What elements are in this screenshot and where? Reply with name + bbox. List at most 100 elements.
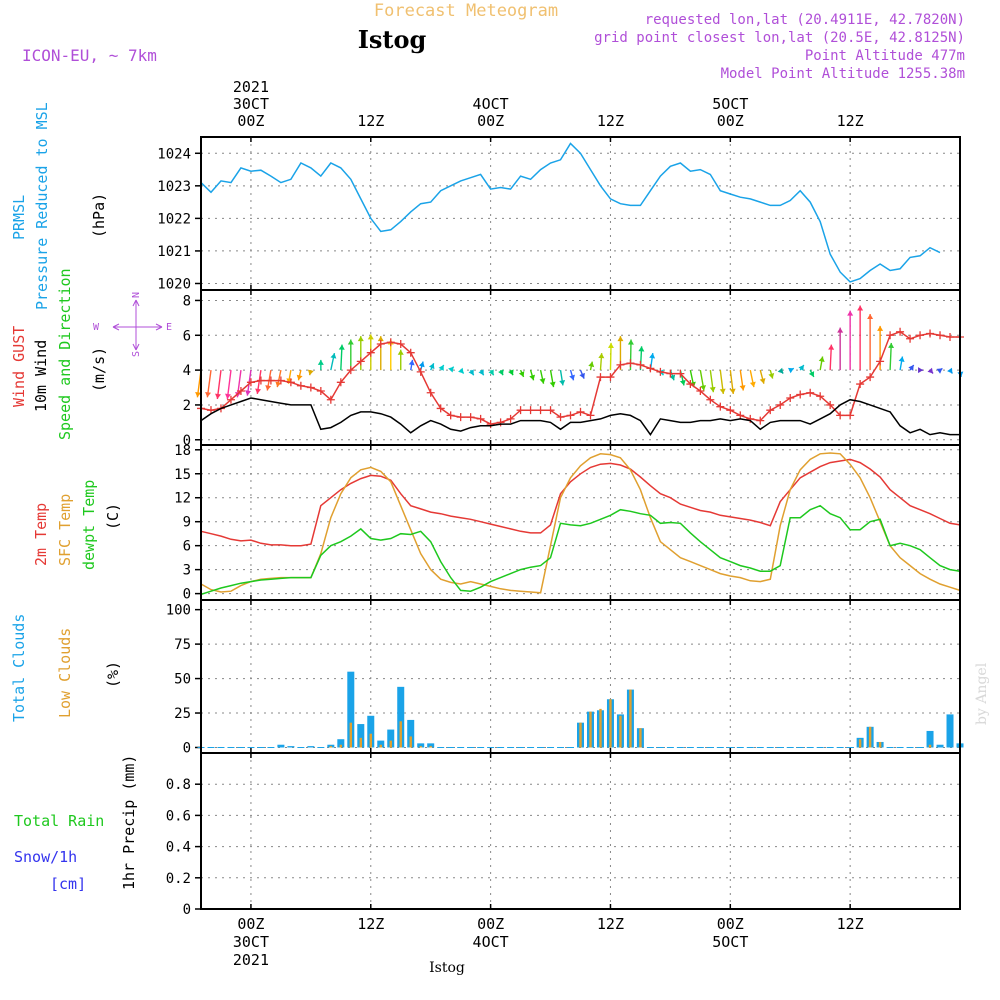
app-title: Forecast Meteogram <box>374 1 558 21</box>
clouds-unit: (%) <box>104 661 122 688</box>
temperature-panel: 0 3 6 9 12 15 18 <box>174 443 961 603</box>
compass-e: E <box>166 322 172 333</box>
gridpoint-coords: grid point closest lon,lat (20.5E, 42.81… <box>594 30 965 46</box>
gust-point <box>526 406 535 415</box>
gust-point <box>936 331 945 340</box>
total-cloud-bar <box>427 743 435 748</box>
gust-point <box>706 395 715 404</box>
gust-point <box>476 414 485 423</box>
panel-frame <box>200 444 961 601</box>
gust-point <box>796 390 805 399</box>
y-tick-label: 8 <box>183 293 191 309</box>
gust-point <box>946 333 955 342</box>
top-time-label: 5OCT <box>712 95 748 113</box>
low-clouds-label: Low Clouds <box>56 628 74 718</box>
wind-arrow <box>569 369 575 381</box>
gust-point <box>396 339 405 348</box>
model-label: ICON-EU, ~ 7km <box>22 46 157 65</box>
wind-arrow <box>867 314 874 371</box>
top-time-label: 00Z <box>237 112 264 130</box>
y-tick-label: 0 <box>183 587 191 603</box>
gust-point <box>626 359 635 368</box>
y-tick-label: 0 <box>183 433 191 449</box>
wind-arrow <box>898 356 905 371</box>
clouds-panel: 0 25 50 75 100 <box>166 599 964 756</box>
temp-2m-label: 2m Temp <box>32 503 50 566</box>
low-cloud-bar <box>858 739 862 748</box>
gust-point <box>656 367 665 376</box>
gust-point <box>376 339 385 348</box>
wind-arrow <box>699 369 707 391</box>
gust-point <box>356 357 365 366</box>
low-cloud-bar <box>379 744 382 748</box>
y-tick-label: 25 <box>174 706 191 722</box>
bottom-time-label: 00Z <box>237 915 264 933</box>
wind-speed-dir-label: Speed and Direction <box>56 268 74 440</box>
wind-arrow <box>759 369 766 384</box>
wind-arrow <box>518 369 525 378</box>
wind-arrow <box>338 344 345 371</box>
wind-arrow <box>307 369 314 376</box>
low-cloud-bar <box>409 736 412 748</box>
y-tick-label: 12 <box>174 491 191 507</box>
gust-point <box>756 416 765 425</box>
total-cloud-bar <box>397 686 405 748</box>
bottom-time-label: 12Z <box>357 915 384 933</box>
y-tick-label: 3 <box>183 563 191 579</box>
wind-arrow <box>448 366 455 373</box>
wind-arrow <box>837 327 844 371</box>
total-cloud-bar <box>367 715 375 748</box>
temp-unit: (C) <box>104 503 122 530</box>
bottom-time-label: 00Z <box>717 915 744 933</box>
requested-coords: requested lon,lat (20.4911E, 42.7820N) <box>645 12 965 28</box>
bottom-time-label: 30CT <box>233 933 269 951</box>
wind-arrow <box>768 369 775 379</box>
location-title: Istog <box>358 25 427 54</box>
gust-point <box>516 406 525 415</box>
gust-point <box>766 406 775 415</box>
gust-point <box>586 411 595 420</box>
series-line-10m-wind <box>200 397 960 436</box>
gust-point <box>426 388 435 397</box>
series-line-sfc-temp <box>200 452 961 594</box>
wind-arrow <box>296 369 303 381</box>
wind-arrow <box>498 369 504 376</box>
bottom-time-label: 5OCT <box>712 933 748 951</box>
point-altitude: Point Altitude 477m <box>805 48 965 64</box>
y-tick-label: 100 <box>166 603 191 619</box>
y-tick-label: 18 <box>174 443 191 459</box>
gust-point <box>446 411 455 420</box>
snow-unit-label: [cm] <box>50 875 86 893</box>
wind-arrow <box>749 369 756 388</box>
precip-panel: 0 0.2 0.4 0.6 0.8 <box>166 752 961 918</box>
total-cloud-bar <box>307 746 315 748</box>
top-time-label: 12Z <box>837 112 864 130</box>
series-line-dewpt-temp <box>200 504 961 596</box>
wind-10m-label: 10m Wind <box>32 340 50 412</box>
low-cloud-bar <box>639 728 642 748</box>
series-line-prmsl <box>200 142 941 283</box>
gust-point <box>896 327 905 336</box>
gust-point <box>236 387 245 396</box>
wind-panel: 0 2 4 6 8 <box>183 289 964 449</box>
gust-point <box>566 411 575 420</box>
wind-arrow <box>607 342 614 371</box>
bottom-time-label: 00Z <box>477 915 504 933</box>
gust-point <box>866 373 875 382</box>
gust-point <box>276 376 285 385</box>
watermark: by Angel <box>974 662 990 725</box>
wind-gust-label: Wind GUST <box>10 326 28 407</box>
gust-point <box>286 378 295 387</box>
gust-point <box>606 373 615 382</box>
y-tick-label: 0.8 <box>166 777 191 793</box>
gust-point <box>916 331 925 340</box>
y-tick-label: 1023 <box>157 179 191 195</box>
wind-arrow <box>739 370 746 391</box>
y-tick-label: 1022 <box>157 211 191 227</box>
low-cloud-bar <box>579 722 582 748</box>
wind-arrow <box>428 363 435 371</box>
y-tick-label: 75 <box>174 637 191 653</box>
y-tick-label: 6 <box>183 539 191 555</box>
gust-point <box>316 387 325 396</box>
